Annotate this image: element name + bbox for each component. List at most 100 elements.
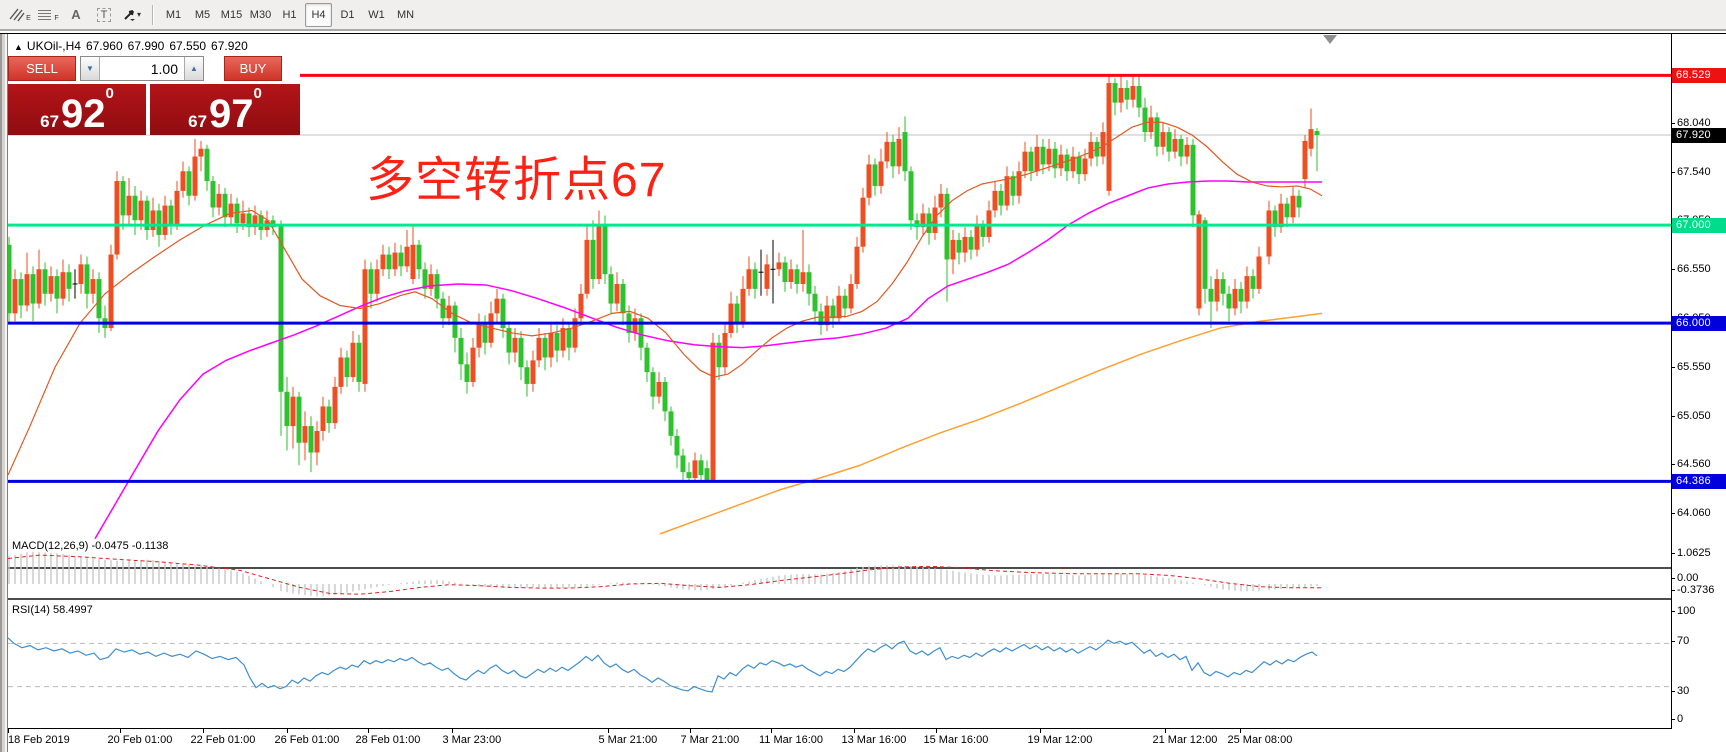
timeframe-button-M30[interactable]: M30 [249,8,272,21]
timeframe-button-MN[interactable]: MN [396,8,415,21]
tool-sub-label: E [26,15,31,22]
volume-increase-button[interactable]: ▲ [184,57,203,80]
time-tick-mark [1165,729,1166,733]
time-axis-label: 7 Mar 21:00 [680,734,740,746]
time-axis-label: 26 Feb 01:00 [274,734,340,746]
time-tick-mark [287,729,288,733]
time-tick-mark [203,729,204,733]
symbol-info-line: ▲ UKOil-,H4 67.960 67.990 67.550 67.920 [14,39,253,53]
time-axis-label: 25 Mar 08:00 [1227,734,1293,746]
price-tick-mark [1671,416,1675,418]
price-tick-label: 67.540 [1677,166,1711,179]
timeframe-button-H4[interactable]: H4 [305,2,332,27]
rsi-tick-mark [1671,719,1675,720]
rsi-axis-label: 100 [1677,605,1696,617]
macd-panel-chart[interactable] [8,538,1671,598]
expander-triangle-icon[interactable]: ▲ [14,42,23,52]
text-label-tool-button[interactable]: A [63,3,89,27]
time-tick-mark [452,729,453,733]
grid-f-tool-button[interactable]: F [35,3,61,27]
macd-axis-label: 0.00 [1677,572,1699,584]
time-axis-label: 11 Mar 16:00 [759,734,824,746]
time-tick-mark [368,729,369,733]
sell-price-panel[interactable]: 67 92 0 [8,84,146,135]
ohlc-open: 67.960 [85,39,123,53]
arrow-down-icon: ▼ [86,64,94,73]
rsi-axis-label: 30 [1677,685,1690,697]
ohlc-low: 67.550 [169,39,207,53]
time-tick-mark [608,729,609,733]
textbox-tool-button[interactable]: T [91,3,117,27]
price-tick-mark [1671,123,1675,125]
price-axis-line [1671,34,1672,729]
rsi-axis-label: 0 [1677,713,1684,725]
price-tick-label: 64.060 [1677,507,1711,520]
time-axis-label: 22 Feb 01:00 [190,734,256,746]
timeframe-button-M5[interactable]: M5 [194,8,211,21]
time-tick-mark [690,729,691,733]
time-axis-label: 3 Mar 23:00 [442,734,502,746]
time-tick-mark [854,729,855,733]
timeframe-button-D1[interactable]: D1 [340,8,355,21]
tool-sub-label: F [54,15,59,22]
rsi-indicator-label: RSI(14) 58.4997 [12,604,93,616]
time-axis-label: 18 Feb 2019 [8,734,70,746]
time-tick-mark [1040,729,1041,733]
panel-separator[interactable] [8,567,1671,569]
timeframe-button-W1[interactable]: W1 [368,8,385,21]
timeframe-button-M1[interactable]: M1 [165,8,182,21]
textbox-t-icon: T [96,7,112,22]
timeframe-button-M15[interactable]: M15 [220,8,243,21]
chart-annotation-text: 多空转折点67 [366,154,667,207]
macd-tick-mark [1671,590,1675,591]
price-tick-mark [1671,464,1675,466]
rsi-tick-mark [1671,611,1675,612]
volume-decrease-button[interactable]: ▼ [81,57,100,80]
time-axis-label: 20 Feb 01:00 [107,734,173,746]
sell-price-prefix: 67 [40,112,60,131]
price-tick-mark [1671,513,1675,515]
time-axis-label: 5 Mar 21:00 [598,734,658,746]
price-tick-label: 66.550 [1677,263,1711,276]
time-axis-label: 19 Mar 12:00 [1027,734,1093,746]
price-level-badge: 68.529 [1672,68,1726,84]
main-price-chart[interactable] [8,34,1671,567]
time-tick-mark [936,729,937,733]
timeframe-bar: M1 M5 M15 M30 H1 H4 D1 W1 MN [159,2,420,27]
price-level-badge: 64.386 [1672,474,1726,490]
price-tick-label: 64.560 [1677,458,1711,471]
chart-shift-marker[interactable] [1323,35,1337,44]
buy-price-panel[interactable]: 67 97 0 [150,84,300,135]
time-axis-label: 15 Mar 16:00 [923,734,989,746]
macd-tick-mark [1671,578,1675,579]
macd-indicator-label: MACD(12,26,9) -0.0475 -0.1138 [12,540,169,552]
macd-tick-mark [1671,553,1675,554]
grid-f-icon [38,9,52,20]
hatch-e-icon [9,8,25,21]
price-tick-mark [1671,269,1675,271]
time-tick-mark [771,729,772,733]
sell-price-sup: 0 [105,85,114,102]
buy-price-prefix: 67 [188,112,208,131]
arrow-objects-dropdown[interactable]: ▾ [119,3,145,27]
timeframe-button-H1[interactable]: H1 [282,8,297,21]
time-axis-label: 13 Mar 16:00 [841,734,907,746]
text-a-icon: A [71,7,81,22]
time-tick-mark [120,729,121,733]
rsi-panel-chart[interactable] [8,602,1671,728]
time-axis-border [8,728,1672,729]
price-tick-mark [1671,172,1675,174]
volume-stepper: ▼ ▲ [80,56,204,81]
volume-input[interactable] [100,57,184,80]
current-price-badge: 67.920 [1672,128,1726,143]
hatch-e-tool-button[interactable]: E [7,3,33,27]
rsi-tick-mark [1671,691,1675,692]
one-click-trade-panel: SELL ▼ ▲ BUY 67 92 0 67 97 0 [8,56,300,135]
buy-button[interactable]: BUY [224,56,282,81]
left-panel-sliver[interactable] [0,34,8,752]
ohlc-high: 67.990 [127,39,165,53]
ohlc-close: 67.920 [211,39,248,53]
sell-button[interactable]: SELL [8,56,76,81]
panel-separator[interactable] [8,598,1671,600]
time-tick-mark [8,729,9,733]
